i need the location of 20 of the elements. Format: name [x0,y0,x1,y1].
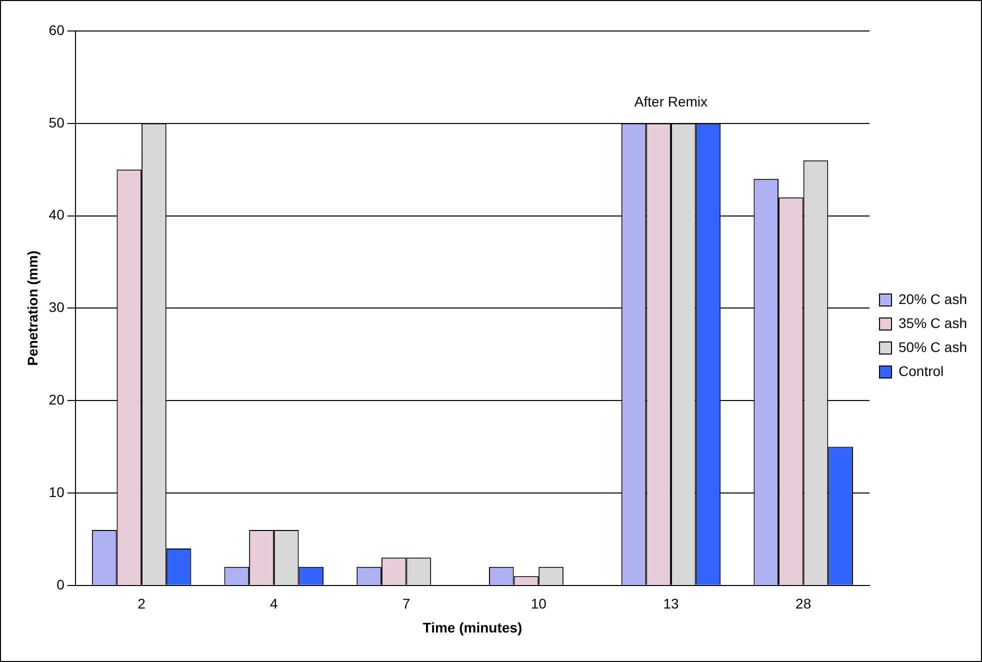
y-tick-label: 60 [48,22,65,38]
x-tick-label: 13 [663,596,679,612]
y-tick-label: 0 [56,576,65,592]
x-tick-label: 2 [138,596,146,612]
y-tick-label: 50 [48,114,65,130]
x-tick-label: 7 [402,596,410,612]
legend-label: Control [898,362,944,379]
legend-label: 35% C ash [898,314,967,331]
annotation: After Remix [634,93,708,110]
legend-label: 50% C ash [898,338,967,355]
legend-label: 20% C ash [898,290,967,307]
y-tick-label: 20 [48,391,65,408]
y-tick-label: 10 [48,484,65,500]
y-tick-label: 40 [48,206,65,223]
y-axis-title: Penetration (mm) [24,250,40,366]
x-tick-label: 4 [270,596,278,612]
x-axis-title: Time (minutes) [422,619,522,636]
x-tick-label: 28 [796,596,812,612]
x-tick-label: 10 [530,596,547,612]
y-tick-label: 30 [48,299,65,316]
